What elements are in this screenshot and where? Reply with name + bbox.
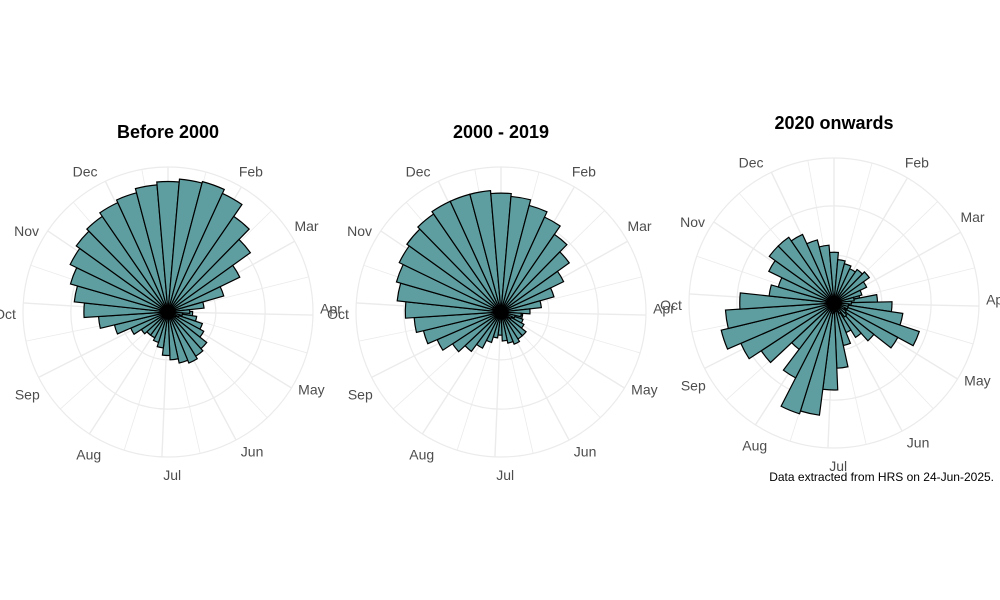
month-label-sep: Sep [15, 386, 40, 402]
month-label-mar: Mar [627, 218, 651, 234]
chart-svg: Feb Mar Apr May Jun Jul Aug Sep Oct Nov Dec 2000 -… [327, 122, 675, 483]
bar-bin-33 [790, 233, 835, 304]
month-label-apr: Apr [986, 292, 1000, 308]
bar-bin-41 [167, 238, 252, 313]
month-label-jul: Jul [163, 467, 181, 483]
bars [720, 233, 921, 416]
month-label-jun: Jun [574, 444, 597, 460]
bar-bin-42 [167, 264, 241, 313]
bar-bin-12 [833, 302, 899, 349]
chart-title: 2000 - 2019 [453, 122, 549, 142]
bar-bin-71 [165, 307, 169, 313]
grid-spoke [500, 311, 641, 354]
bar-bin-15 [167, 311, 199, 364]
month-labels: Feb Mar Apr May Jun Jul Aug Sep Oct Nov Dec [327, 164, 675, 483]
month-label-apr: Apr [320, 301, 342, 317]
polar-chart-2000-2019: Feb Mar Apr May Jun Jul Aug Sep Oct Nov Dec 2000 -… [327, 0, 675, 500]
bar-bin-36 [490, 192, 512, 313]
month-label-aug: Aug [76, 446, 101, 462]
bar-bin-43 [167, 285, 225, 313]
chart-svg: Feb Mar Apr May Jun Jul Aug Sep Oct Nov Dec 2020 o… [660, 113, 1000, 474]
bar-bin-20 [780, 302, 835, 415]
bar-bin-42 [833, 280, 868, 304]
month-label-jun: Jun [907, 435, 930, 451]
bar-bin-38 [167, 180, 226, 313]
bar-bin-71 [831, 298, 835, 304]
month-labels: Feb Mar Apr May Jun Jul Aug Sep Oct Nov Dec [660, 155, 1000, 474]
month-labels: Feb Mar Apr May Jun Jul Aug Sep Oct Nov Dec [0, 164, 342, 483]
bar-bin-44 [833, 296, 855, 304]
bar-bin-43 [500, 287, 555, 313]
bar-bin-21 [782, 302, 835, 379]
month-label-apr: Apr [653, 301, 675, 317]
month-label-dec: Dec [73, 164, 98, 180]
month-label-mar: Mar [294, 218, 318, 234]
bar-bin-40 [167, 215, 250, 313]
bar-bin-40 [500, 233, 568, 313]
month-label-feb: Feb [572, 164, 596, 180]
polar-chart-before-2000: Feb Mar Apr May Jun Jul Aug Sep Oct Nov Dec Before… [0, 0, 342, 500]
bar-bin-11 [833, 302, 921, 347]
bar-bin-16 [500, 311, 514, 344]
month-label-may: May [631, 381, 657, 397]
month-label-jun: Jun [241, 444, 264, 460]
month-label-mar: Mar [960, 209, 984, 225]
month-label-sep: Sep [348, 386, 373, 402]
bar-bin-43 [833, 289, 863, 304]
bar-bin-17 [500, 311, 508, 342]
month-label-sep: Sep [681, 377, 706, 393]
data-source-caption: Data extracted from HRS on 24-Jun-2025. [769, 470, 994, 484]
month-label-jul: Jul [496, 467, 514, 483]
bar-bin-32 [777, 236, 835, 304]
month-label-may: May [964, 372, 990, 388]
bar-bin-41 [833, 271, 871, 304]
month-label-dec: Dec [406, 164, 431, 180]
bar-bin-36 [828, 251, 840, 304]
month-label-nov: Nov [14, 223, 39, 239]
bar-bin-15 [500, 311, 521, 346]
month-label-may: May [298, 381, 324, 397]
month-label-aug: Aug [409, 446, 434, 462]
month-label-aug: Aug [742, 437, 767, 453]
month-label-nov: Nov [680, 214, 705, 230]
chart-title: Before 2000 [117, 122, 219, 142]
bars [69, 178, 252, 364]
chart-title: 2020 onwards [774, 113, 893, 133]
bar-bin-44 [500, 300, 543, 313]
bar-bin-39 [167, 192, 243, 313]
bar-bin-35 [469, 190, 502, 313]
bar-bin-41 [500, 251, 571, 313]
month-label-nov: Nov [347, 223, 372, 239]
month-label-oct: Oct [0, 306, 16, 322]
bar-bin-17 [167, 311, 179, 361]
month-label-feb: Feb [905, 155, 929, 171]
bar-bin-45 [500, 308, 531, 315]
bar-bin-34 [805, 239, 835, 304]
month-label-feb: Feb [239, 164, 263, 180]
bar-bin-42 [500, 270, 565, 313]
month-label-dec: Dec [739, 155, 764, 171]
month-label-oct: Oct [327, 306, 349, 322]
polar-chart-2020-onwards: Feb Mar Apr May Jun Jul Aug Sep Oct Nov Dec 2020 o… [660, 0, 1000, 500]
bar-bin-26 [724, 302, 835, 330]
bar-bin-38 [500, 204, 548, 313]
bars [395, 190, 571, 353]
bar-bin-45 [167, 308, 191, 315]
bar-bin-39 [500, 216, 561, 313]
grid-spoke [494, 311, 502, 457]
month-label-jul: Jul [829, 458, 847, 474]
chart-svg: Feb Mar Apr May Jun Jul Aug Sep Oct Nov Dec Before… [0, 122, 342, 483]
bar-bin-35 [818, 244, 835, 304]
bar-bin-25 [720, 302, 835, 350]
bar-bin-71 [498, 307, 502, 313]
month-label-oct: Oct [660, 297, 682, 313]
bar-bin-44 [167, 301, 205, 313]
bar-bin-16 [167, 311, 189, 364]
bar-bin-27 [739, 292, 835, 310]
